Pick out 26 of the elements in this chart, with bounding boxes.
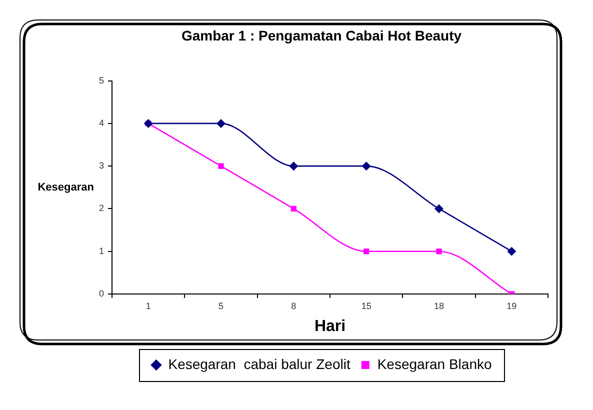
point bbox=[216, 118, 226, 128]
y-tick-label: 3 bbox=[98, 160, 104, 171]
point bbox=[289, 162, 298, 171]
x-tick-label: 8 bbox=[291, 300, 296, 311]
x-tick-label: 5 bbox=[218, 300, 224, 311]
y-tick-label: 2 bbox=[98, 203, 104, 214]
y-axis-title: Kesegaran bbox=[38, 181, 94, 194]
x-tick-label: 19 bbox=[506, 300, 517, 311]
legend-label: Kesegaran Blanko bbox=[377, 356, 492, 372]
point bbox=[507, 246, 516, 256]
y-tick-label: 4 bbox=[98, 118, 104, 128]
chart-title: Gambar 1 : Pengamatan Cabai Hot Beauty bbox=[181, 27, 462, 44]
point bbox=[218, 163, 224, 169]
point bbox=[364, 248, 370, 254]
point bbox=[436, 248, 442, 254]
legend-label: Kesegaran cabai balur Zeolit bbox=[168, 356, 350, 372]
point bbox=[290, 206, 296, 212]
x-tick-label: 1 bbox=[146, 300, 151, 311]
point bbox=[362, 162, 371, 171]
point bbox=[434, 204, 444, 214]
x-tick-label: 18 bbox=[434, 300, 444, 311]
y-tick-label: 0 bbox=[98, 288, 104, 298]
x-axis-title: Hari bbox=[314, 318, 346, 335]
x-tick-label: 15 bbox=[361, 300, 372, 311]
y-tick-label: 5 bbox=[98, 75, 104, 86]
y-tick-label: 1 bbox=[98, 246, 104, 256]
